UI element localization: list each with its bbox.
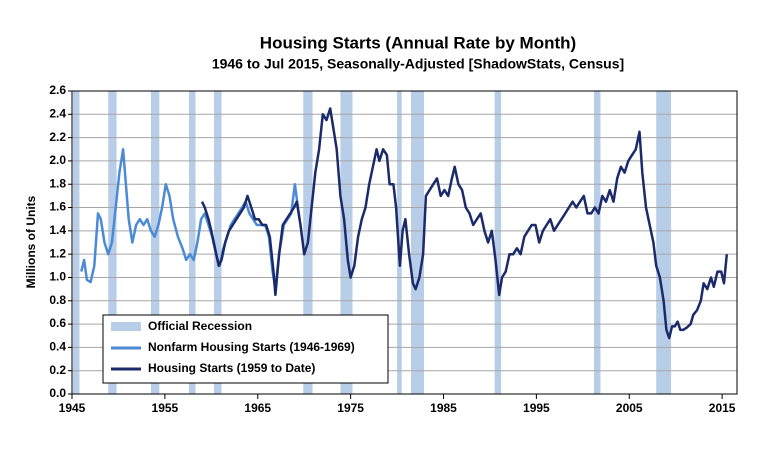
legend-label: Housing Starts (1959 to Date): [148, 361, 315, 375]
y-tick-label: 0.8: [49, 293, 66, 307]
x-tick-label: 1995: [523, 401, 550, 415]
y-tick-label: 1.6: [49, 200, 66, 214]
y-tick-label: 0.2: [49, 363, 66, 377]
x-tick-label: 1985: [430, 401, 457, 415]
y-tick-label: 0.6: [49, 316, 66, 330]
chart-subtitle: 1946 to Jul 2015, Seasonally-Adjusted [S…: [212, 56, 624, 72]
legend-label: Official Recession: [148, 319, 252, 333]
chart-title: Housing Starts (Annual Rate by Month): [260, 33, 576, 52]
y-axis-label: Millions of Units: [24, 195, 38, 288]
y-tick-label: 2.2: [49, 130, 66, 144]
y-tick-label: 1.4: [49, 223, 66, 237]
y-tick-label: 0.0: [49, 386, 66, 400]
recession-band: [656, 91, 672, 394]
recession-band: [72, 91, 80, 394]
series-line: [200, 107, 729, 340]
y-tick-label: 2.4: [49, 106, 66, 120]
x-tick-label: 1965: [244, 401, 271, 415]
legend-box: [102, 314, 389, 384]
legend-label: Nonfarm Housing Starts (1946-1969): [148, 340, 355, 354]
x-tick-label: 2015: [709, 401, 736, 415]
y-tick-label: 1.2: [49, 246, 66, 260]
x-tick-label: 1975: [337, 401, 364, 415]
y-tick-label: 1.8: [49, 176, 66, 190]
recession-band: [411, 91, 425, 394]
plot-border: [71, 90, 738, 395]
recession-band: [593, 91, 601, 394]
recession-band: [214, 91, 222, 394]
recession-band: [494, 91, 502, 394]
y-tick-label: 0.4: [49, 340, 66, 354]
y-tick-label: 2.0: [49, 153, 66, 167]
y-tick-label: 1.0: [49, 270, 66, 284]
recession-band: [150, 91, 160, 394]
x-tick-label: 1955: [152, 401, 179, 415]
legend-swatch: [111, 322, 141, 331]
y-tick-label: 2.6: [49, 83, 66, 97]
x-tick-label: 1945: [59, 401, 86, 415]
x-tick-label: 2005: [616, 401, 643, 415]
recession-band: [189, 91, 196, 394]
